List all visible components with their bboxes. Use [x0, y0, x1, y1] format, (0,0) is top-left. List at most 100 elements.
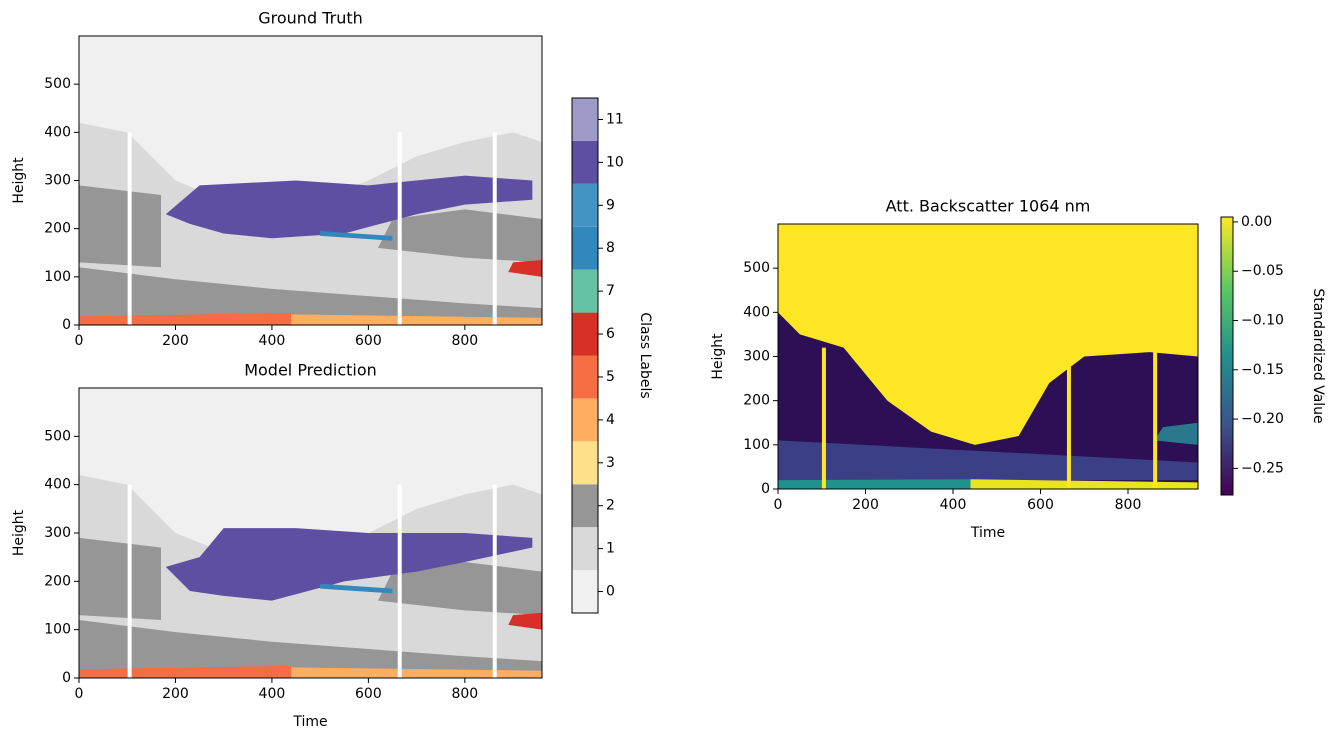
y-tick-label: 300 — [44, 173, 71, 189]
y-axis-label: Height — [11, 509, 27, 556]
y-axis-label: Height — [11, 157, 27, 204]
colorbar-swatch — [572, 527, 598, 571]
x-tick-label: 400 — [259, 686, 286, 702]
colorbar-tick-label: 0 — [606, 584, 615, 600]
x-tick-label: 600 — [355, 686, 382, 702]
heatmap-region — [79, 665, 292, 678]
heatmap-region — [320, 231, 393, 241]
y-tick-label: 300 — [44, 525, 71, 541]
colorbar-swatch — [572, 312, 598, 356]
chart-title: Model Prediction — [244, 361, 377, 380]
x-tick-label: 800 — [1115, 497, 1142, 513]
heatmap-region — [291, 667, 542, 678]
colorbar-swatch — [572, 570, 598, 613]
x-tick-label: 0 — [75, 686, 84, 702]
y-tick-label: 200 — [44, 221, 71, 237]
colorbar-tick-label: 4 — [606, 412, 615, 428]
y-tick-label: 500 — [44, 428, 71, 444]
x-tick-label: 200 — [162, 333, 189, 349]
heatmap — [79, 388, 542, 678]
colorbar-tick-label: 7 — [606, 283, 615, 299]
colorbar-tick-label: −0.25 — [1241, 460, 1284, 476]
heatmap-region — [79, 312, 292, 325]
heatmap-region — [378, 209, 542, 263]
heatmap — [79, 36, 542, 325]
heatmap-region — [508, 612, 542, 630]
y-tick-label: 300 — [743, 349, 770, 365]
colorbar-label: Class Labels — [637, 312, 653, 398]
x-tick-label: 800 — [451, 333, 478, 349]
heatmap-region — [1153, 347, 1158, 489]
y-tick-label: 0 — [62, 317, 71, 333]
heatmap-region — [970, 479, 1198, 489]
heatmap-region — [492, 484, 497, 678]
heatmap-region — [397, 484, 402, 678]
y-tick-label: 100 — [44, 269, 71, 285]
heatmap-region — [320, 583, 393, 594]
x-tick-label: 0 — [774, 497, 783, 513]
y-axis-label: Height — [710, 333, 726, 380]
heatmap-region — [79, 185, 161, 268]
heatmap-region — [127, 484, 132, 678]
colorbar-tick-label: 0.00 — [1241, 214, 1272, 230]
colorbar-tick-label: 5 — [606, 369, 615, 385]
colorbar-tick-label: 1 — [606, 541, 615, 557]
y-tick-label: 400 — [743, 304, 770, 320]
heatmap-region — [79, 537, 161, 620]
heatmap-region — [778, 479, 971, 489]
heatmap-region — [492, 132, 497, 325]
colorbar-gradient — [1221, 217, 1233, 495]
chart-title: Ground Truth — [258, 9, 363, 28]
colorbar-frame — [571, 97, 599, 614]
colorbar-tick-label: 11 — [606, 111, 624, 127]
heatmap-region — [79, 267, 542, 325]
y-tick-label: 400 — [44, 477, 71, 493]
heatmap-region — [821, 347, 826, 489]
colorbar-swatch — [572, 226, 598, 270]
heatmap-region — [291, 314, 542, 325]
colorbar-frame — [1220, 216, 1234, 496]
y-tick-label: 500 — [743, 260, 770, 276]
colorbar-tick-label: 2 — [606, 498, 615, 514]
colorbar-swatch — [572, 98, 598, 141]
heatmap-region — [1066, 347, 1071, 489]
colorbar-swatch — [572, 441, 598, 485]
y-tick-label: 400 — [44, 124, 71, 140]
y-tick-label: 0 — [62, 670, 71, 686]
x-tick-label: 200 — [852, 497, 879, 513]
heatmap-region — [127, 132, 132, 325]
y-tick-label: 200 — [44, 573, 71, 589]
colorbar-tick-label: −0.20 — [1241, 411, 1284, 427]
y-tick-label: 200 — [743, 393, 770, 409]
colorbar-swatch — [572, 398, 598, 442]
colorbar-tick-label: 10 — [606, 154, 624, 170]
x-axis-label: Time — [970, 525, 1005, 541]
x-axis-label: Time — [292, 714, 327, 730]
colorbar-swatch — [572, 183, 598, 227]
heatmap — [778, 224, 1198, 489]
colorbar-tick-label: 6 — [606, 326, 615, 342]
x-tick-label: 600 — [355, 333, 382, 349]
x-tick-label: 800 — [451, 686, 478, 702]
heatmap-region — [165, 528, 533, 601]
x-tick-label: 400 — [940, 497, 967, 513]
colorbar-swatch — [572, 269, 598, 313]
colorbar-tick-label: −0.05 — [1241, 263, 1284, 279]
colorbar-label: Standardized Value — [1310, 288, 1326, 423]
y-tick-label: 100 — [44, 622, 71, 638]
colorbar-swatch — [572, 140, 598, 184]
colorbar-tick-label: −0.15 — [1241, 362, 1284, 378]
colorbar-tick-label: 9 — [606, 197, 615, 213]
heatmap-region — [1154, 422, 1198, 445]
colorbar-swatch — [572, 484, 598, 528]
x-tick-label: 400 — [259, 333, 286, 349]
y-tick-label: 100 — [743, 437, 770, 453]
y-tick-label: 0 — [761, 481, 770, 497]
colorbar-tick-label: 3 — [606, 455, 615, 471]
colorbar-tick-label: 8 — [606, 240, 615, 256]
colorbar-swatch — [572, 355, 598, 399]
heatmap-region — [378, 562, 542, 616]
y-tick-label: 500 — [44, 76, 71, 92]
